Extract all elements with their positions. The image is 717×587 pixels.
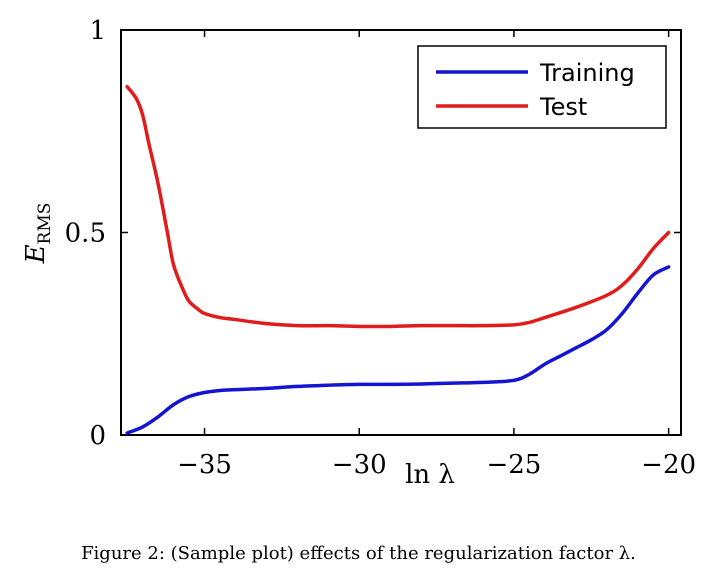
- figure-caption: Figure 2: (Sample plot) effects of the r…: [81, 543, 636, 564]
- x-tick-label: −30: [332, 450, 387, 480]
- x-axis-label: ln λ: [405, 460, 455, 490]
- y-axis-label-subscript: RMS: [35, 203, 55, 245]
- x-tick-label: −25: [486, 450, 541, 480]
- y-tick-label: 1: [89, 16, 106, 46]
- series-lines: [125, 84, 671, 435]
- legend: Training Test: [417, 45, 667, 129]
- axis-ticks: [121, 29, 681, 436]
- series-line-training: [125, 265, 671, 435]
- y-tick-label: 0.5: [65, 219, 106, 249]
- legend-label-training: Training: [539, 59, 635, 87]
- series-line-test: [125, 84, 671, 329]
- y-tick-label: 0: [89, 421, 106, 451]
- x-tick-label: −20: [641, 450, 696, 480]
- y-axis-label-main: E: [21, 244, 51, 264]
- y-axis-label: ERMS: [21, 203, 55, 265]
- legend-box: [417, 45, 667, 129]
- x-tick-label: −35: [177, 450, 232, 480]
- tick-labels: −35 −30 −25 −20 0 0.5 1: [65, 16, 696, 480]
- legend-label-test: Test: [539, 93, 587, 121]
